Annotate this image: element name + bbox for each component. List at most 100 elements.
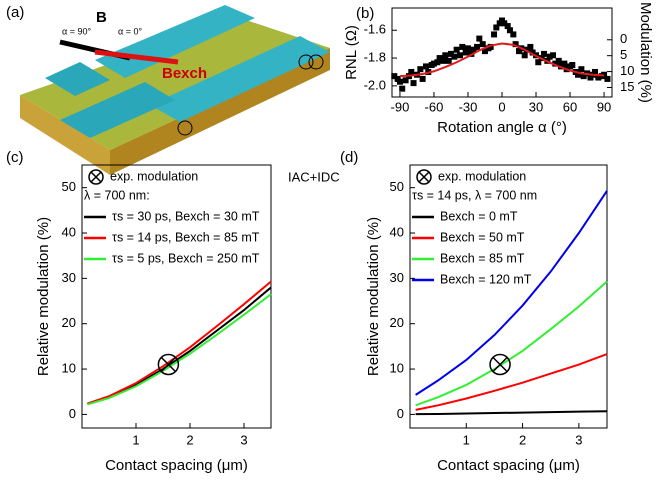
data-point (591, 68, 598, 75)
data-point (529, 49, 536, 56)
plot-frame (81, 164, 272, 429)
data-point (487, 43, 494, 50)
data-point (552, 60, 559, 67)
data-point (436, 55, 443, 62)
y-axis-label: Relative modulation (%) (35, 217, 52, 376)
y-tick-label: 20 (390, 315, 404, 330)
legend-label: Bexch = 120 mT (440, 272, 532, 286)
data-point (419, 75, 426, 82)
x-axis-label: Contact spacing (μm) (437, 457, 580, 474)
legend-label: exp. modulation (438, 169, 526, 183)
data-point (523, 46, 530, 53)
current-label: IAC+IDC (288, 169, 340, 184)
series-line (415, 353, 608, 411)
data-point (417, 66, 424, 73)
field-label: B (96, 9, 107, 26)
arrow (94, 49, 179, 65)
x-tick-label: 1 (132, 432, 139, 447)
data-point (399, 85, 406, 92)
legend-label: Bexch = 0 mT (440, 209, 518, 223)
legend-note: τs = 14 ps, λ = 700 nm (412, 188, 537, 202)
series-line (415, 410, 608, 416)
y2-tick-label: 5 (620, 47, 627, 62)
data-point (481, 48, 488, 55)
data-point (595, 74, 602, 81)
x-tick-label: 3 (240, 432, 247, 447)
data-point (580, 73, 587, 80)
experiment-marker (489, 353, 511, 376)
experiment-marker (88, 169, 104, 185)
series-line (415, 190, 608, 396)
experiment-marker (416, 169, 432, 185)
data-point (457, 52, 464, 59)
data-point (464, 45, 471, 52)
panel-label: (a) (6, 4, 24, 21)
contact (150, 36, 330, 122)
data-point (470, 46, 477, 53)
legend-note: λ = 700 nm: (84, 188, 150, 202)
angle-label: α = 90° (62, 26, 91, 36)
series-line (87, 280, 272, 405)
series-line (399, 42, 605, 78)
x-tick-label: 90 (597, 99, 611, 114)
y2-tick-label: 15 (620, 79, 634, 94)
y-tick-label: -1.8 (364, 50, 386, 65)
y-tick-label: 30 (390, 270, 404, 285)
y-tick-label: 30 (62, 270, 76, 285)
y-tick-label: -2.0 (364, 77, 386, 92)
y-tick-label: 20 (62, 315, 76, 330)
data-point (604, 75, 611, 82)
data-point (510, 31, 517, 38)
data-point (445, 57, 452, 64)
panel-label: (c) (6, 149, 24, 166)
source (298, 54, 314, 70)
data-point (447, 50, 454, 57)
y-tick-label: 40 (390, 224, 404, 239)
series-line (87, 293, 272, 406)
data-point (442, 52, 449, 59)
data-point (459, 43, 466, 50)
data-point (402, 77, 409, 84)
x-tick-label: 3 (575, 432, 582, 447)
exchange-label: Bexch (162, 65, 207, 82)
data-point (430, 60, 437, 67)
x-tick-label: 0 (498, 99, 505, 114)
y-tick-label: 50 (390, 179, 404, 194)
data-point (512, 41, 519, 48)
contact (95, 5, 255, 78)
plot-frame (409, 164, 608, 429)
schematic: (a) B α = 90° α = 0° Bexch IAC+IDC (6, 4, 340, 184)
data-point (527, 43, 534, 50)
y-tick-label: 10 (62, 360, 76, 375)
y2-tick-label: 10 (620, 63, 634, 78)
contact (45, 62, 110, 96)
data-point (546, 53, 553, 60)
data-point (555, 57, 562, 64)
data-point (493, 24, 500, 31)
legend-label: τs = 5 ps, Bexch = 250 mT (112, 251, 260, 265)
experiment-marker (157, 353, 180, 376)
data-point (504, 23, 511, 30)
y-axis-label: Relative modulation (%) (365, 217, 382, 376)
data-point (476, 35, 483, 42)
panel-label: (b) (356, 5, 374, 22)
x-tick-label: 2 (519, 432, 526, 447)
x-tick-label: -60 (425, 99, 444, 114)
y-tick-label: 10 (390, 360, 404, 375)
data-point (540, 50, 547, 57)
panel-label: (d) (340, 149, 358, 166)
data-point (451, 53, 458, 60)
y-tick-label: 40 (62, 224, 76, 239)
data-point (550, 52, 557, 59)
y-tick-label: 0 (69, 406, 76, 421)
legend-label: Bexch = 50 mT (440, 230, 525, 244)
x-tick-label: -30 (459, 99, 478, 114)
y-tick-label: -1.6 (364, 22, 386, 37)
data-point (521, 52, 528, 59)
data-point (423, 63, 430, 70)
data-point (453, 46, 460, 53)
y2-tick-label: 0 (620, 31, 627, 46)
data-point (396, 78, 403, 85)
data-point (391, 73, 398, 80)
legend-label: exp. modulation (110, 169, 198, 183)
